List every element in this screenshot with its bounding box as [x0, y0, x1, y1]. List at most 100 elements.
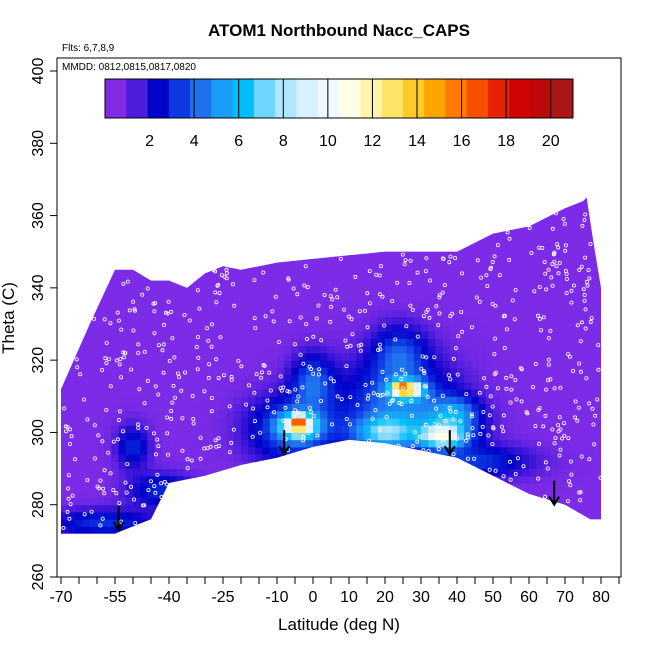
heat-cell	[125, 367, 134, 376]
sample-point	[563, 243, 568, 248]
heat-cell	[608, 288, 616, 296]
sample-point	[399, 367, 404, 372]
heat-cell	[212, 197, 220, 202]
heat-cell	[306, 187, 314, 195]
heat-cell	[111, 324, 120, 332]
heat-cell	[197, 280, 206, 289]
heat-cell	[262, 201, 271, 209]
heat-cell	[471, 417, 480, 426]
heat-cell	[97, 454, 105, 462]
heat-cell	[572, 230, 580, 238]
heat-cell	[147, 490, 156, 498]
heat-cell	[565, 222, 573, 231]
sample-point	[509, 387, 514, 392]
heat-cell	[111, 483, 120, 491]
heat-cell	[327, 439, 336, 448]
heat-cell	[277, 396, 285, 405]
heat-cell	[486, 534, 494, 542]
heat-cell	[421, 287, 429, 296]
heat-cell	[241, 367, 249, 376]
heat-cell	[320, 367, 328, 376]
heat-cell	[435, 302, 444, 311]
heat-cell	[255, 504, 264, 513]
heat-cell	[305, 266, 314, 274]
heat-cell	[406, 389, 415, 397]
heat-cell	[529, 316, 537, 325]
heat-cell	[593, 526, 601, 534]
heat-cell	[442, 511, 451, 520]
heat-cell	[406, 345, 415, 354]
heat-cell	[111, 258, 120, 267]
heat-cell	[579, 519, 588, 527]
heat-cell	[190, 504, 199, 513]
sample-point	[152, 484, 157, 489]
heat-cell	[579, 230, 588, 238]
heat-cell	[550, 201, 559, 209]
heat-cell	[313, 251, 321, 260]
sample-point	[306, 430, 311, 435]
heat-cell	[284, 432, 292, 441]
heat-cell	[140, 201, 148, 209]
heat-cell	[385, 504, 393, 513]
heat-cell	[61, 417, 69, 426]
heat-cell	[269, 324, 278, 332]
heat-cell	[176, 324, 184, 332]
heat-cell	[169, 381, 177, 390]
heat-cell	[133, 483, 141, 491]
sample-point	[132, 497, 137, 502]
heat-cell	[147, 534, 155, 542]
heat-cell	[205, 475, 213, 484]
heat-cell	[291, 302, 300, 311]
heat-cell	[442, 432, 451, 441]
sample-point	[230, 282, 235, 287]
heat-cell	[392, 360, 400, 368]
heat-cell	[543, 324, 552, 332]
heat-cell	[219, 490, 228, 498]
heat-cell	[471, 511, 480, 520]
heat-cell	[241, 432, 249, 441]
heat-cell	[233, 280, 242, 289]
sample-point	[465, 435, 470, 440]
heat-cell	[457, 280, 465, 289]
heat-cell	[176, 215, 184, 224]
heat-cell	[118, 244, 127, 253]
heat-cell	[341, 432, 350, 441]
heat-cell	[579, 483, 588, 491]
heat-cell	[126, 534, 134, 542]
sample-point	[484, 273, 489, 278]
heat-cell	[133, 367, 141, 376]
heat-cell	[601, 208, 609, 216]
heat-cell	[514, 468, 523, 477]
heat-cell	[414, 179, 422, 187]
heat-cell	[615, 230, 623, 238]
heat-cell	[305, 295, 314, 303]
colorbar-tick-label: 6	[234, 133, 243, 150]
heat-cell	[406, 338, 415, 347]
heat-cell	[269, 258, 278, 267]
heat-cell	[54, 534, 62, 542]
sample-point	[421, 448, 426, 453]
heat-cell	[68, 179, 76, 187]
x-tick-label: 40	[448, 589, 466, 606]
heat-cell	[579, 425, 588, 433]
heat-cell	[161, 410, 170, 419]
heat-cell	[313, 266, 321, 274]
heat-cell	[298, 403, 307, 412]
heat-cell	[341, 324, 350, 332]
heat-cell	[608, 396, 616, 404]
sample-point	[267, 370, 272, 375]
sample-point	[92, 456, 97, 461]
heat-cell	[82, 461, 91, 470]
heat-cell	[514, 280, 523, 289]
heat-cell	[399, 230, 408, 238]
heat-cell	[75, 367, 84, 376]
heat-cell	[61, 381, 62, 390]
heat-cell	[61, 258, 62, 267]
sample-point	[380, 392, 385, 397]
heat-cell	[442, 215, 451, 224]
heat-cell	[615, 440, 623, 448]
heat-cell	[557, 280, 566, 289]
heat-cell	[118, 280, 127, 289]
heat-cell	[608, 281, 616, 289]
heat-cell	[241, 316, 249, 325]
